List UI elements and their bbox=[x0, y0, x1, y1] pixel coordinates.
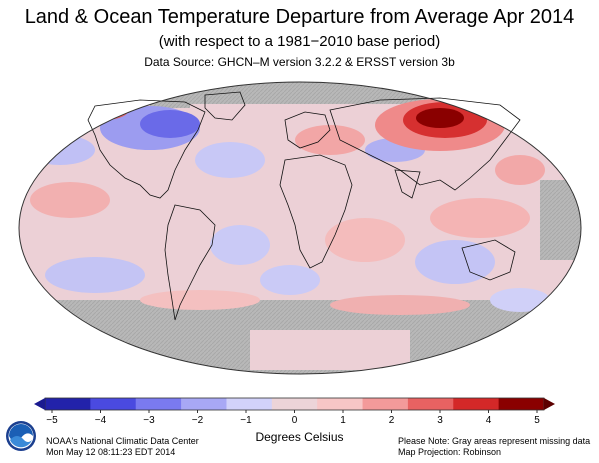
footer-right: Please Note: Gray areas represent missin… bbox=[398, 436, 593, 458]
colorbar-tick-label: 1 bbox=[340, 415, 346, 426]
map-title: Land & Ocean Temperature Departure from … bbox=[24, 6, 575, 28]
coastlines bbox=[87, 91, 521, 321]
colorbar-left-arrow bbox=[34, 398, 45, 410]
colorbar: −5 −4 −3 −2 −1 0 1 2 3 4 5 bbox=[34, 397, 555, 426]
colorbar-segment bbox=[407, 398, 454, 410]
colorbar-segment bbox=[181, 398, 227, 410]
colorbar-tick-label: −1 bbox=[240, 415, 252, 426]
colorbar-segment bbox=[317, 398, 364, 410]
colorbar-segment bbox=[226, 398, 273, 410]
footer-note: Please Note: Gray areas represent missin… bbox=[398, 436, 591, 446]
colorbar-tick-label: 4 bbox=[486, 415, 492, 426]
colorbar-tick-label: 0 bbox=[292, 415, 298, 426]
map-subtitle: (with respect to a 1981−2010 base period… bbox=[158, 33, 441, 50]
footer-org: NOAA's National Climatic Data Center bbox=[46, 436, 199, 446]
data-source: Data Source: GHCN–M version 3.2.2 & ERSS… bbox=[144, 55, 455, 69]
globe-outline bbox=[18, 81, 582, 375]
colorbar-segment bbox=[90, 398, 137, 410]
colorbar-segment bbox=[135, 398, 182, 410]
anomaly-field bbox=[19, 82, 581, 374]
footer-left: NOAA's National Climatic Data Center Mon… bbox=[46, 436, 199, 458]
colorbar-tick-label: 3 bbox=[437, 415, 443, 426]
footer-projection: Map Projection: Robinson bbox=[398, 447, 502, 457]
colorbar-segment bbox=[362, 398, 409, 410]
colorbar-right-arrow bbox=[544, 398, 555, 410]
colorbar-tick-label: −3 bbox=[143, 415, 155, 426]
colorbar-segment bbox=[271, 398, 318, 410]
colorbar-tick-label: −4 bbox=[95, 415, 107, 426]
colorbar-segment bbox=[45, 398, 91, 410]
colorbar-segment bbox=[453, 398, 500, 410]
colorbar-tick-label: 5 bbox=[534, 415, 540, 426]
colorbar-segment bbox=[498, 398, 545, 410]
footer-timestamp: Mon May 12 08:11:23 EDT 2014 bbox=[46, 447, 176, 457]
noaa-logo bbox=[6, 421, 36, 451]
colorbar-tick-label: −2 bbox=[192, 415, 204, 426]
colorbar-tick-label: −5 bbox=[46, 415, 58, 426]
colorbar-tick-label: 2 bbox=[389, 415, 395, 426]
colorbar-label: Degrees Celsius bbox=[255, 430, 344, 444]
